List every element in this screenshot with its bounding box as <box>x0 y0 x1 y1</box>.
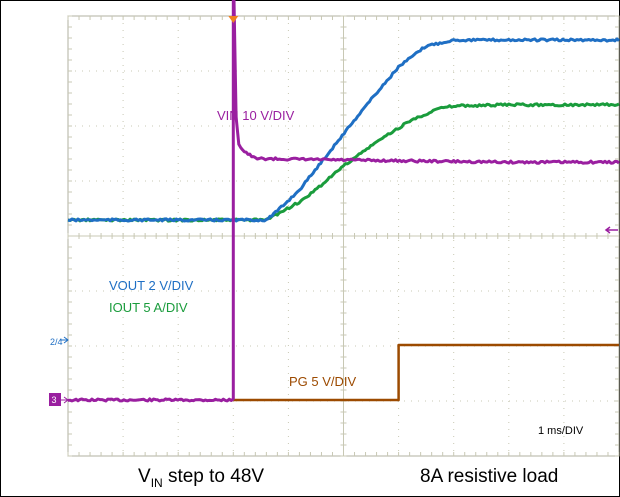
trigger-marker <box>228 16 239 23</box>
pg-trace <box>233 343 619 402</box>
channel-3-tag: 3 <box>52 395 57 405</box>
caption-left: VIN step to 48V <box>138 466 265 490</box>
vin-label: VIN 10 V/DIV <box>217 108 295 123</box>
iout-label: IOUT 5 A/DIV <box>109 300 188 315</box>
pg-label: PG 5 V/DIV <box>289 374 357 389</box>
channel-markers: 2/4 3 <box>49 16 618 406</box>
channel-3-arrow <box>61 396 69 404</box>
channel-3-tag-box <box>49 393 61 406</box>
timebase-label: 1 ms/DIV <box>538 425 584 437</box>
vout-label: VOUT 2 V/DIV <box>109 278 194 293</box>
vout-trace <box>67 37 620 223</box>
grid <box>67 15 620 457</box>
vin-trace <box>67 0 620 403</box>
caption-right: 8A resistive load <box>420 466 559 487</box>
reference-arrow <box>604 226 618 234</box>
channel-2-4-arrow <box>60 336 69 344</box>
channel-2-4-tag: 2/4 <box>50 337 63 347</box>
traces <box>67 0 620 403</box>
